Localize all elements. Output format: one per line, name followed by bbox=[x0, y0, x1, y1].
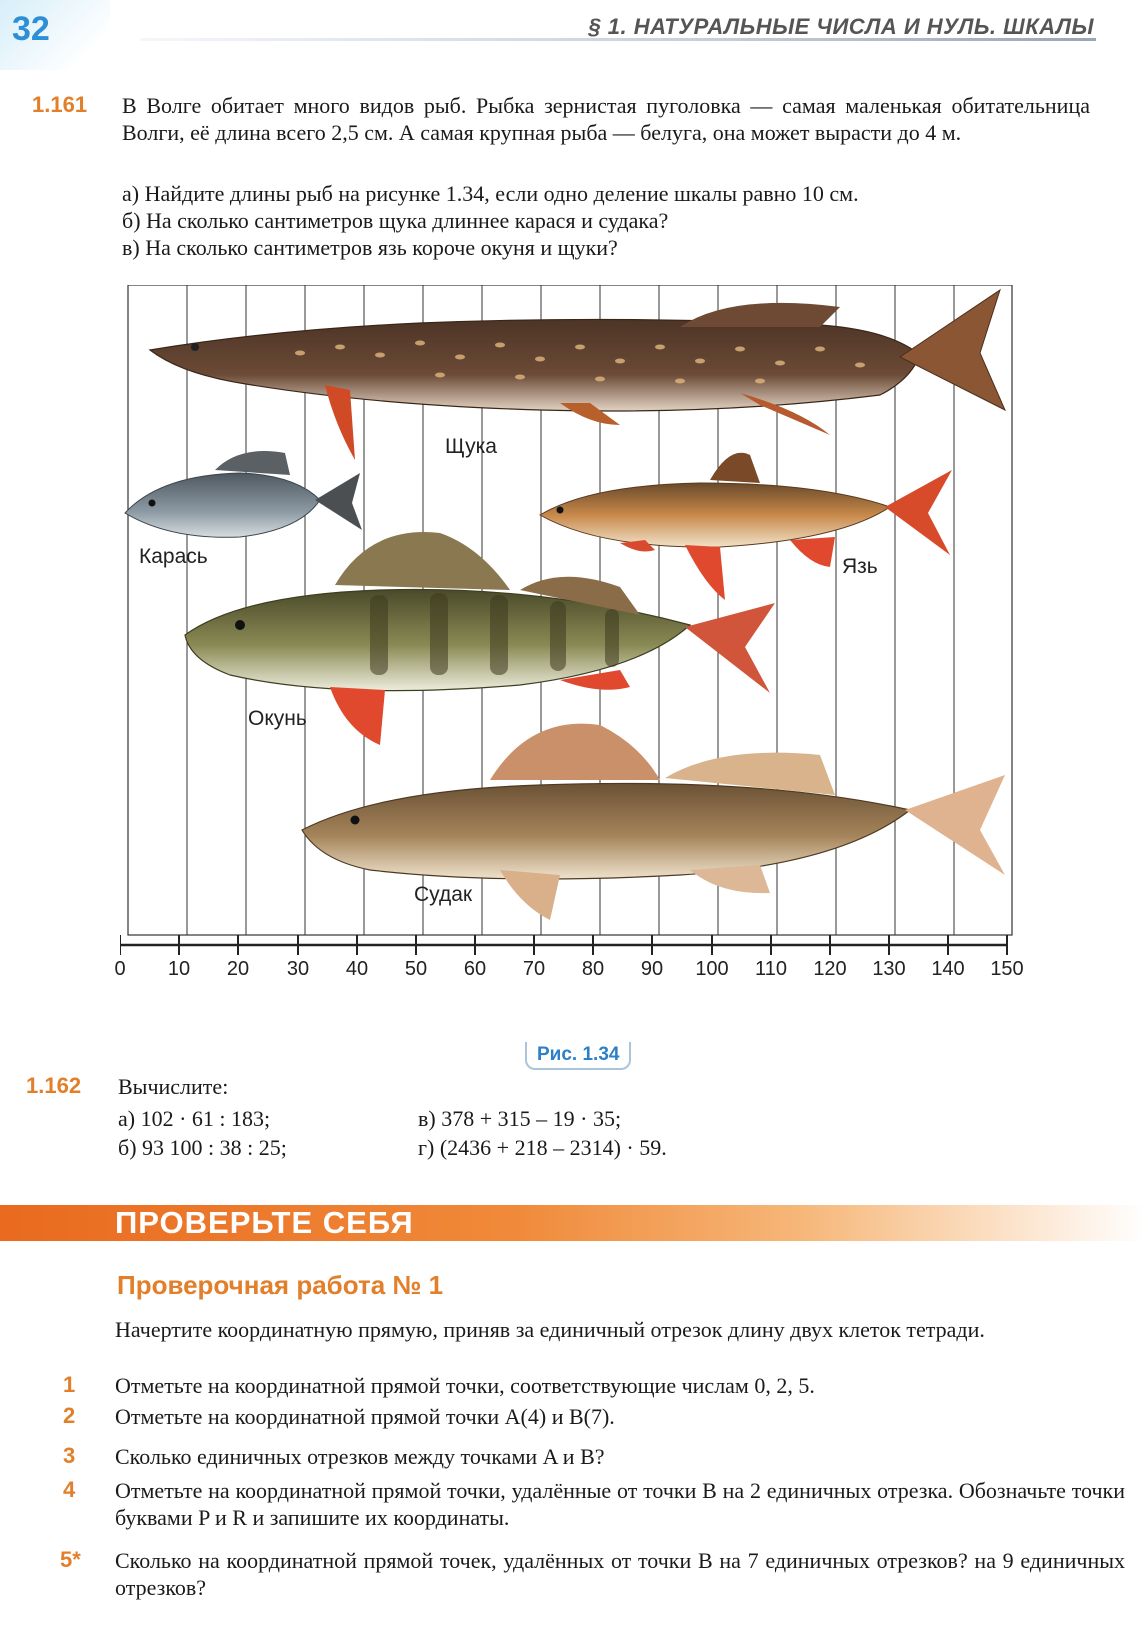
tick-label: 90 bbox=[640, 958, 664, 980]
task-text-1: Отметьте на координатной прямой точки, с… bbox=[115, 1373, 815, 1398]
label-zander: Судак bbox=[414, 883, 473, 906]
task-text-5: Сколько на координатной прямой точек, уд… bbox=[115, 1548, 1125, 1600]
label-crucian: Карась bbox=[139, 545, 208, 568]
calc-item-a: а) 102 · 61 : 183; bbox=[118, 1106, 271, 1131]
label-ide: Язь bbox=[842, 555, 878, 578]
corner-decoration bbox=[0, 0, 110, 70]
perch-illustration bbox=[184, 532, 775, 745]
tick-label: 140 bbox=[931, 958, 965, 980]
tick-label: 110 bbox=[755, 958, 787, 980]
tick-label: 20 bbox=[226, 958, 250, 980]
task-text-4: Отметьте на координатной прямой точки, у… bbox=[115, 1478, 1125, 1530]
calc-column-right: в) 378 + 315 – 19 · 35; г) (2436 + 218 –… bbox=[418, 1104, 667, 1162]
task-text-2: Отметьте на координатной прямой точки A(… bbox=[115, 1404, 615, 1429]
tick-label: 60 bbox=[463, 958, 487, 980]
fish-scale-svg bbox=[120, 285, 1013, 955]
check-yourself-title: ПРОВЕРЬТЕ СЕБЯ bbox=[115, 1205, 414, 1240]
tick-label: 70 bbox=[522, 958, 546, 980]
section-title: § 1. НАТУРАЛЬНЫЕ ЧИСЛА И НУЛЬ. ШКАЛЫ bbox=[588, 14, 1094, 39]
check-yourself-banner: ПРОВЕРЬТЕ СЕБЯ bbox=[0, 1205, 1146, 1241]
problem-item-a: а) Найдите длины рыб на рисунке 1.34, ес… bbox=[122, 181, 859, 206]
crucian-illustration bbox=[124, 451, 362, 538]
problem-1-161-text: В Волге обитает много видов рыб. Рыбка з… bbox=[122, 93, 1090, 145]
task-number-5: 5* bbox=[60, 1547, 81, 1572]
ide-illustration bbox=[539, 452, 952, 600]
tick-label: 0 bbox=[114, 958, 126, 980]
problem-1-162-intro: Вычислите: bbox=[118, 1074, 229, 1099]
task-number-1: 1 bbox=[63, 1372, 76, 1397]
zander-illustration bbox=[301, 723, 1005, 920]
problem-number-1-161: 1.161 bbox=[32, 92, 88, 117]
test-title: Проверочная работа № 1 bbox=[117, 1270, 444, 1300]
header-rule bbox=[140, 38, 1096, 41]
tick-label: 40 bbox=[345, 958, 369, 980]
tick-label: 80 bbox=[581, 958, 605, 980]
task-number-2: 2 bbox=[63, 1403, 76, 1428]
calc-column-left: а) 102 · 61 : 183; б) 93 100 : 38 : 25; bbox=[118, 1104, 287, 1162]
label-perch: Окунь bbox=[248, 707, 307, 730]
tick-label: 130 bbox=[872, 958, 906, 980]
grid-frame bbox=[127, 285, 1013, 936]
tick-label: 10 bbox=[167, 958, 191, 980]
problem-item-b: б) На сколько сантиметров щука длиннее к… bbox=[122, 208, 669, 233]
calc-item-b: б) 93 100 : 38 : 25; bbox=[118, 1135, 287, 1160]
task-number-3: 3 bbox=[63, 1443, 76, 1468]
pike-illustration bbox=[148, 288, 1007, 460]
problem-1-161-items: а) Найдите длины рыб на рисунке 1.34, ес… bbox=[122, 180, 1102, 261]
figure-caption: Рис. 1.34 bbox=[525, 1042, 632, 1070]
tick-label: 30 bbox=[286, 958, 310, 980]
label-pike: Щука bbox=[445, 435, 497, 458]
fish-figure: Щука Карась Язь Окунь Судак 0 10 20 30 4… bbox=[114, 285, 1040, 985]
scale-axis bbox=[120, 935, 1008, 955]
problem-item-c: в) На сколько сантиметров язь короче оку… bbox=[122, 235, 618, 260]
task-text-3: Сколько единичных отрезков между точками… bbox=[115, 1444, 605, 1469]
page-number: 32 bbox=[12, 10, 50, 48]
tick-label: 100 bbox=[695, 958, 729, 980]
calc-item-g: г) (2436 + 218 – 2314) · 59. bbox=[418, 1135, 667, 1160]
tick-label: 50 bbox=[404, 958, 428, 980]
tick-label: 150 bbox=[990, 958, 1024, 980]
task-number-4: 4 bbox=[63, 1477, 76, 1502]
problem-number-1-162: 1.162 bbox=[26, 1073, 82, 1098]
tick-label: 120 bbox=[813, 958, 847, 980]
test-intro: Начертите координатную прямую, приняв за… bbox=[115, 1317, 985, 1342]
calc-item-v: в) 378 + 315 – 19 · 35; bbox=[418, 1106, 622, 1131]
